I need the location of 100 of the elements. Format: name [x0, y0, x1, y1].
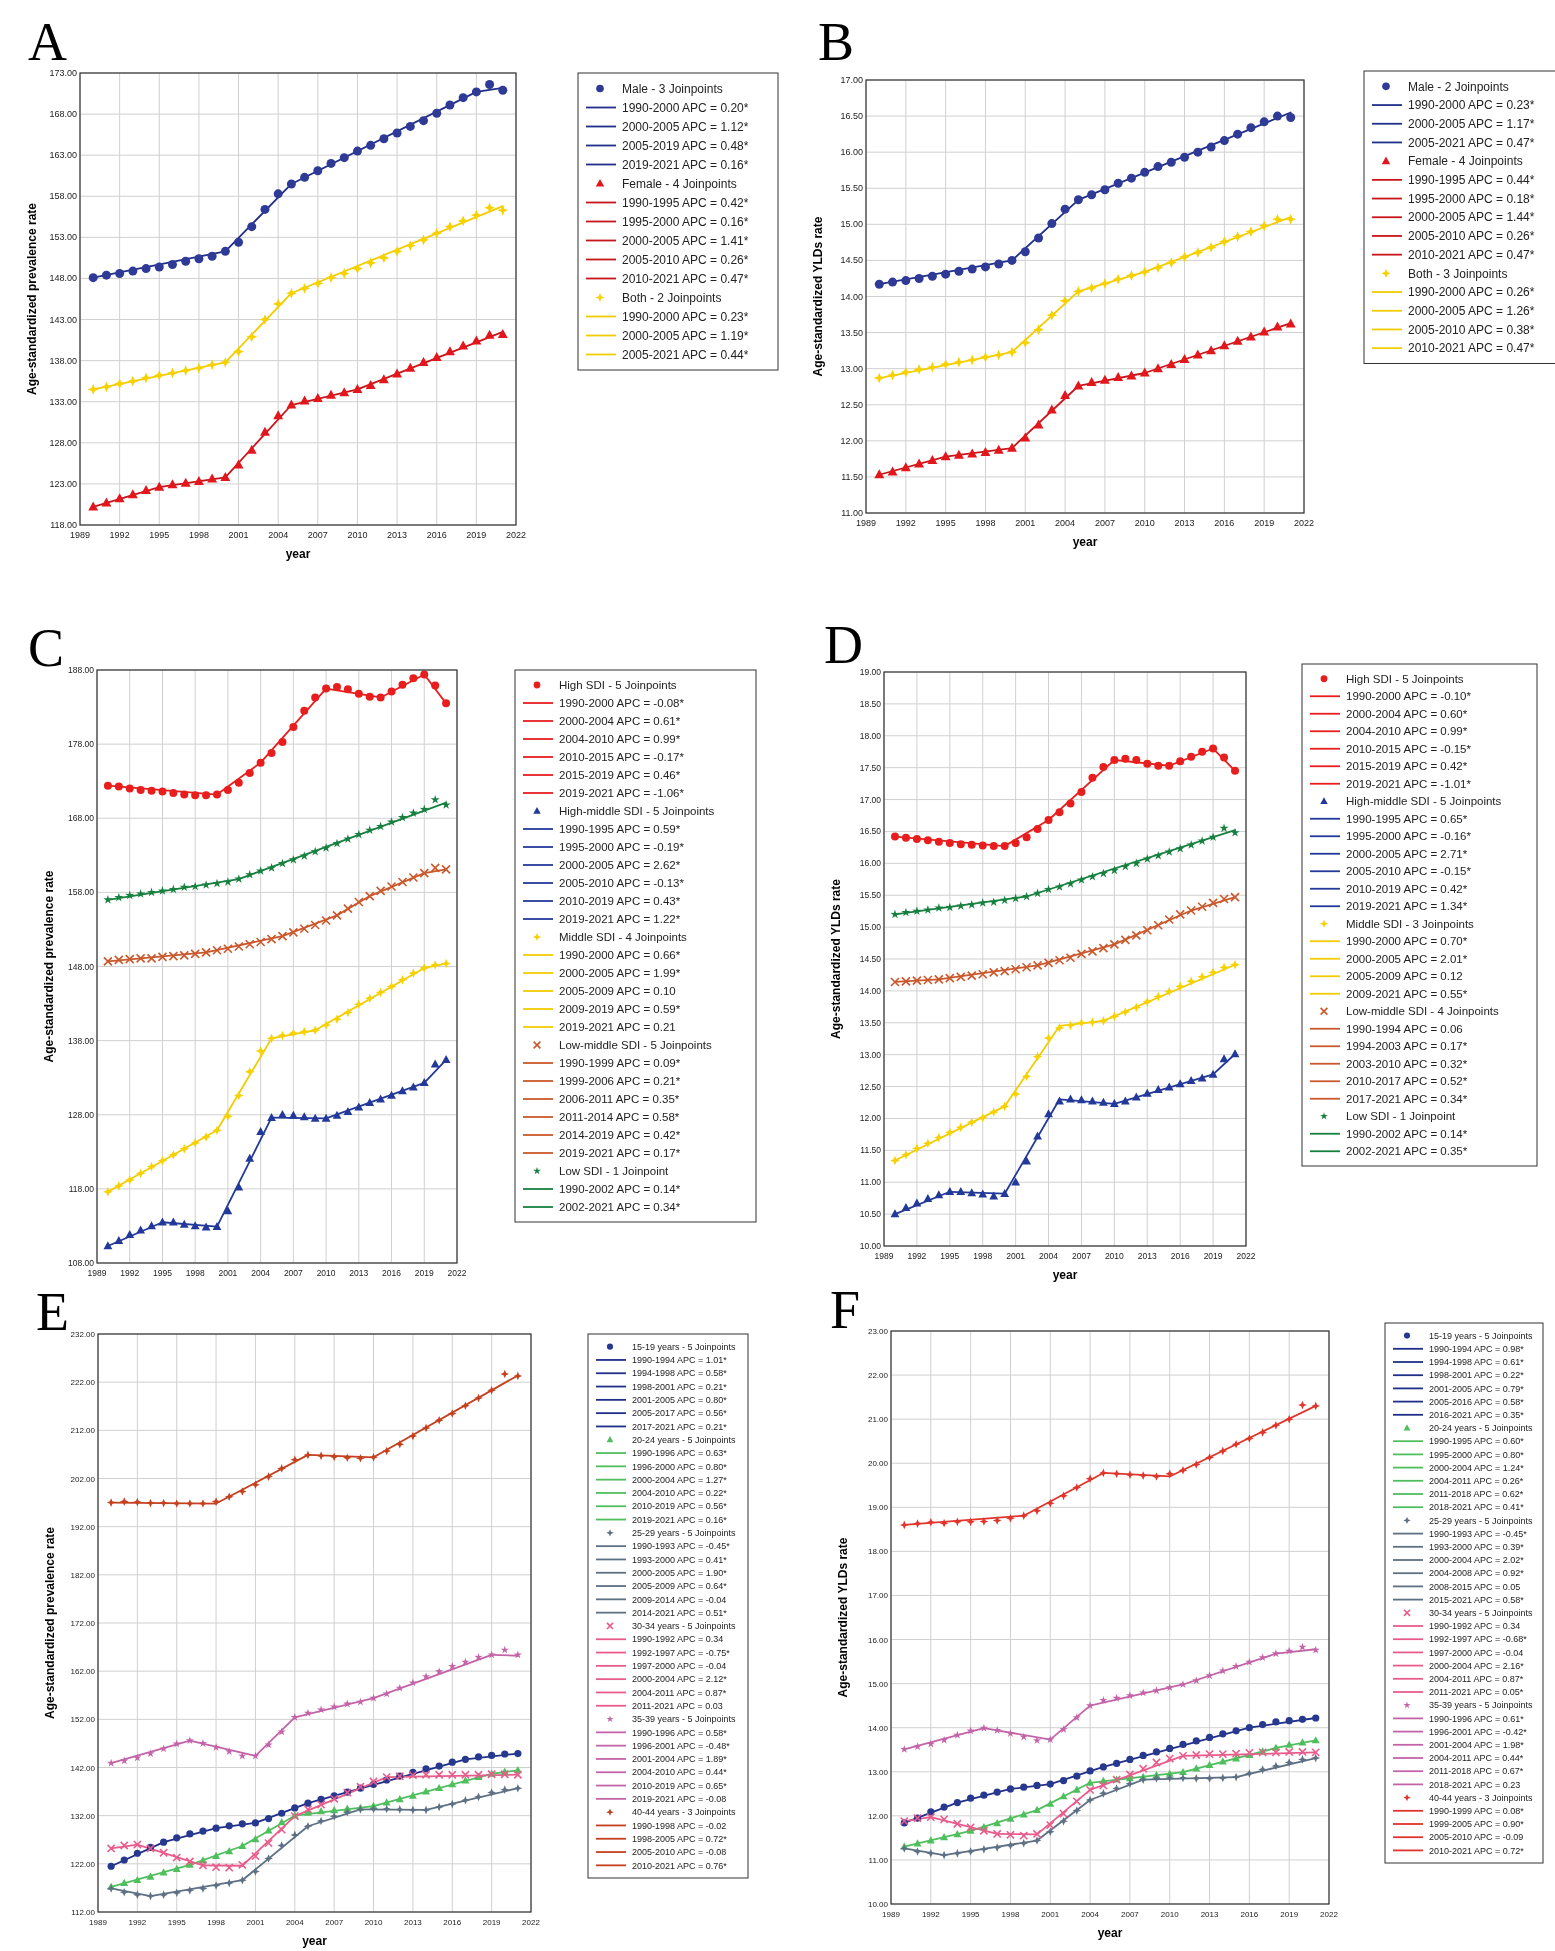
y-tick-label: 11.00: [841, 508, 863, 518]
y-tick-label: 173.00: [49, 68, 77, 78]
x-tick-label: 1989: [69, 530, 91, 540]
legend-label: 2010-2015 APC = -0.17*: [559, 751, 685, 764]
legend-label: 2010-2017 APC = 0.52*: [1346, 1075, 1468, 1088]
y-tick-label: 13.50: [840, 327, 863, 338]
legend-label: 2005-2010 APC = 0.26*: [622, 252, 749, 267]
legend-label: 2000-2004 APC = 1.24*: [1429, 1462, 1525, 1473]
y-tick-label: 178.00: [68, 739, 95, 750]
legend-label: 2000-2005 APC = 1.26*: [1408, 303, 1535, 318]
y-tick-label: 153.00: [49, 232, 77, 243]
legend-label: 1990-1996 APC = 0.63*: [632, 1448, 728, 1459]
legend-label: 2010-2021 APC = 0.47*: [1408, 247, 1535, 262]
legend-label: 1995-2000 APC = 0.16*: [622, 214, 749, 229]
x-tick-label: 2004: [1039, 1251, 1059, 1261]
legend-label: 2004-2011 APC = 0.87*: [1429, 1673, 1524, 1684]
legend-label: High SDI - 5 Joinpoints: [559, 679, 677, 692]
y-tick-label: 22.00: [867, 1371, 889, 1381]
y-tick-label: 212.00: [70, 1426, 96, 1436]
x-tick-label: 2022: [1236, 1251, 1256, 1261]
y-tick-label: 12.00: [867, 1811, 889, 1821]
y-tick-label: 13.50: [859, 1017, 882, 1028]
x-tick-label: 1989: [874, 1251, 894, 1261]
legend-label: 2000-2005 APC = 2.71*: [1346, 847, 1468, 860]
legend-label: 1990-2000 APC = 0.23*: [622, 309, 749, 324]
y-tick-label: 17.00: [840, 75, 863, 85]
legend-label: 2015-2019 APC = 0.46*: [559, 769, 681, 782]
legend-label: 2010-2021 APC = 0.47*: [622, 271, 749, 286]
legend-label: 1998-2001 APC = 0.22*: [1429, 1370, 1525, 1381]
legend-label: Low SDI - 1 Joinpoint: [1346, 1110, 1457, 1123]
legend-label: 2018-2021 APC = 0.23: [1429, 1779, 1521, 1790]
x-tick-label: 2007: [283, 1268, 304, 1278]
y-tick-label: 14.50: [859, 954, 882, 964]
y-tick-label: 132.00: [70, 1811, 96, 1821]
x-axis-title: year: [302, 1934, 328, 1948]
x-tick-label: 1992: [907, 1251, 927, 1261]
y-tick-label: 18.00: [859, 730, 882, 741]
x-tick-label: 1992: [120, 1268, 140, 1278]
y-tick-label: 138.00: [49, 355, 77, 366]
x-axis-title: year: [1072, 535, 1098, 549]
legend-label: 20-24 years - 5 Joinpoints: [1429, 1423, 1534, 1434]
legend-label: 2005-2009 APC = 0.10: [559, 985, 676, 998]
legend-label: 2004-2011 APC = 0.44*: [1429, 1753, 1524, 1764]
x-tick-label: 2013: [387, 530, 408, 540]
x-tick-label: 2022: [505, 530, 527, 540]
x-tick-label: 1998: [975, 518, 996, 528]
legend-label: Both - 2 Joinpoints: [622, 290, 722, 305]
legend-label: 2011-2018 APC = 0.67*: [1429, 1766, 1524, 1777]
legend-label: High-middle SDI - 5 Joinpoints: [559, 805, 715, 818]
legend-label: 2010-2021 APC = 0.72*: [1429, 1845, 1525, 1856]
legend-label: 2019-2021 APC = -1.01*: [1346, 777, 1472, 790]
legend-label: 1990-2000 APC = 0.20*: [622, 100, 749, 115]
legend-label: 2009-2021 APC = 0.55*: [1346, 987, 1468, 1000]
y-tick-label: 19.00: [867, 1503, 889, 1513]
legend-label: 15-19 years - 5 Joinpoints: [632, 1341, 737, 1352]
legend-label: 2010-2021 APC = 0.47*: [1408, 341, 1535, 356]
legend-label: 2000-2005 APC = 1.41*: [622, 233, 749, 248]
x-tick-label: 2001: [1015, 518, 1036, 528]
legend-label: 1996-2000 APC = 0.80*: [632, 1461, 728, 1472]
y-tick-label: 133.00: [49, 396, 77, 407]
x-tick-label: 2010: [347, 530, 368, 540]
y-tick-label: 16.50: [840, 111, 863, 122]
legend-label: 2004-2008 APC = 0.92*: [1429, 1568, 1525, 1579]
legend-label: 2006-2011 APC = 0.35*: [559, 1093, 680, 1106]
legend-label: 2003-2010 APC = 0.32*: [1346, 1057, 1468, 1070]
legend-label: Male - 2 Joinpoints: [1408, 79, 1509, 94]
x-tick-label: 2016: [426, 530, 447, 540]
y-axis-title: Age-standardized prevalence rate: [43, 1526, 57, 1720]
y-tick-label: 15.00: [867, 1679, 889, 1689]
legend-label: 2019-2021 APC = 0.21: [559, 1021, 676, 1034]
x-tick-label: 2004: [251, 1268, 271, 1278]
legend-label: Female - 4 Joinpoints: [1408, 154, 1523, 169]
y-tick-label: 192.00: [70, 1522, 96, 1532]
chart-title: E: [36, 1282, 69, 1342]
x-tick-label: 1995: [167, 1918, 187, 1927]
y-tick-label: 21.00: [867, 1415, 889, 1425]
y-tick-label: 108.00: [68, 1258, 95, 1268]
y-tick-label: 168.00: [68, 813, 95, 824]
legend-label: 2004-2010 APC = 0.99*: [1346, 725, 1468, 738]
legend-label: 2005-2016 APC = 0.58*: [1429, 1396, 1525, 1407]
legend-label: 2014-2021 APC = 0.51*: [632, 1607, 728, 1618]
legend-label: 1995-2000 APC = 0.80*: [1429, 1449, 1525, 1460]
x-tick-label: 1998: [185, 1268, 205, 1278]
legend-label: 20-24 years - 5 Joinpoints: [632, 1434, 737, 1445]
legend-label: 1990-1994 APC = 0.06: [1346, 1022, 1463, 1035]
legend-label: 1999-2005 APC = 0.90*: [1429, 1819, 1525, 1830]
legend-label: 2005-2010 APC = 0.38*: [1408, 322, 1535, 337]
legend-label: 1990-1992 APC = 0.34: [1429, 1621, 1521, 1632]
y-tick-label: 18.50: [859, 698, 882, 709]
y-tick-label: 17.00: [859, 794, 882, 805]
legend-label: 2000-2004 APC = 2.12*: [632, 1674, 728, 1685]
x-tick-label: 2013: [1200, 1910, 1219, 1919]
x-tick-label: 2016: [1170, 1251, 1190, 1261]
y-tick-label: 11.50: [841, 471, 863, 482]
legend-label: 2004-2010 APC = 0.44*: [632, 1767, 728, 1778]
y-tick-label: 123.00: [49, 478, 77, 489]
legend-label: 2000-2005 APC = 1.12*: [622, 119, 749, 134]
chart-title: C: [28, 618, 65, 678]
legend-label: 2010-2019 APC = 0.43*: [559, 895, 681, 908]
x-axis-title: year: [1097, 1926, 1123, 1940]
